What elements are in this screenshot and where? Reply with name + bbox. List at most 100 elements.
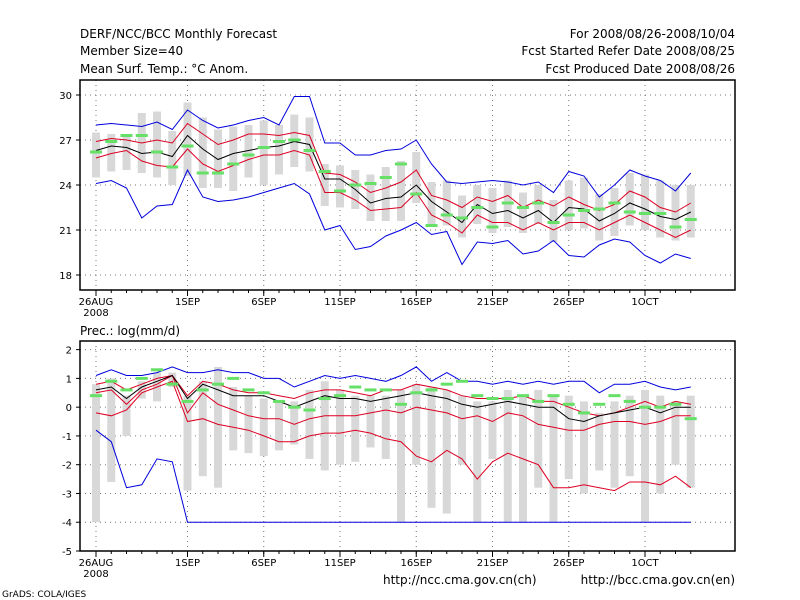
prec-mean-line <box>95 374 691 423</box>
prec-xtick-label: 26AUG <box>79 558 114 569</box>
prec-spread-box <box>92 384 100 523</box>
temp-spread-box <box>686 185 695 238</box>
temp-spread-box <box>625 173 634 226</box>
temp-spread-box <box>320 164 329 206</box>
prec-ytick-label: -3 <box>62 489 72 500</box>
prec-spread-box <box>488 401 497 459</box>
prec-xtick-label: 16SEP <box>401 558 432 569</box>
prec-spread-box <box>351 395 360 462</box>
prec-spread-box <box>610 401 619 488</box>
temp-ytick-label: 30 <box>59 91 72 102</box>
forecast-period: For 2008/08/26-2008/10/04 <box>570 27 735 41</box>
prec-frame <box>79 340 736 552</box>
prec-ytick-label: 1 <box>66 374 72 385</box>
prec-ytick-label: 2 <box>66 346 72 357</box>
grads-credit: GrADS: COLA/IGES <box>2 590 86 600</box>
produced-date: Fcst Produced Date 2008/08/26 <box>545 62 735 76</box>
temp-spread-box <box>183 102 192 176</box>
temp-upper-line <box>95 122 692 213</box>
prec-spread-box <box>275 401 283 451</box>
prec-spread-box <box>534 389 543 488</box>
temp-spread-box <box>168 131 177 185</box>
prec-ytick-label: 0 <box>66 403 72 414</box>
member-size: Member Size=40 <box>80 44 183 58</box>
temp-spread-box <box>580 177 588 229</box>
ncc-url: http://ncc.cma.gov.cn(ch) <box>383 573 537 587</box>
prec-xtick-label: 1OCT <box>631 558 659 569</box>
prec-spread-box <box>503 389 512 523</box>
prec-spread-box <box>381 395 390 459</box>
prec-spread-box <box>168 372 177 388</box>
prec-spread-box <box>549 395 558 523</box>
temp-xtick-label: 11SEP <box>324 297 355 308</box>
temp-spread-box <box>671 185 680 241</box>
prec-spread-box <box>214 366 222 488</box>
temp-spread-box <box>519 192 527 233</box>
prec-max-line <box>95 366 691 394</box>
temp-xtick-label: 1SEP <box>175 297 200 308</box>
prec-ytick-label: -2 <box>62 461 72 472</box>
prec-spread-box <box>320 381 329 471</box>
temp-mean-line <box>95 134 692 224</box>
temp-spread-box <box>107 134 116 172</box>
prec-spread-box <box>305 389 314 459</box>
prec-red-low-line <box>95 380 692 492</box>
temp-spread-box <box>229 126 238 191</box>
prec-spread-box <box>641 389 649 523</box>
prec-spread-box <box>625 395 634 477</box>
figure-title: DERF/NCC/BCC Monthly Forecast <box>80 27 277 41</box>
temp-spread-box <box>153 111 161 178</box>
prec-xtick-label: 1SEP <box>175 558 200 569</box>
prec-spread-box <box>656 395 665 494</box>
temp-lower-line <box>95 148 692 239</box>
temp-spread-box <box>92 132 100 178</box>
prec-spread-box <box>671 401 680 465</box>
prec-spread-box <box>580 401 588 494</box>
temp-spread-box <box>244 125 253 178</box>
prec-lower-line <box>95 374 691 431</box>
refer-date: Fcst Started Refer Date 2008/08/25 <box>521 44 735 58</box>
temp-spread-box <box>488 188 497 233</box>
prec-spread-box <box>122 395 131 436</box>
temp-spread-box <box>336 165 344 208</box>
prec-spread-box <box>107 378 116 482</box>
temp-spread-box <box>366 174 375 221</box>
prec-ytick-label: -4 <box>62 518 72 529</box>
prec-min-line <box>95 429 691 523</box>
prec-upper-line <box>95 374 691 417</box>
temp-ytick-label: 21 <box>59 226 72 237</box>
temp-ytick-label: 27 <box>59 136 72 147</box>
temp-spread-box <box>595 194 604 241</box>
temp-spread-box <box>122 137 131 170</box>
temp-spread-box <box>397 161 405 221</box>
prec-spread-box <box>412 384 421 465</box>
prec-spread-box <box>259 398 268 457</box>
prec-spread-box <box>686 395 695 488</box>
prec-xtick-label: 21SEP <box>477 558 508 569</box>
temp-spread-box <box>610 188 619 236</box>
prec-xtick-label: 11SEP <box>324 558 355 569</box>
prec-spread-box <box>366 395 375 448</box>
prec-ytick-label: -1 <box>62 432 72 443</box>
temp-spread-box <box>564 180 573 230</box>
precip-label: Prec.: log(mm/d) <box>80 324 180 338</box>
temp-xtick-label: 6SEP <box>251 297 276 308</box>
prec-spread-box <box>564 395 573 480</box>
temp-xtick-label: 26AUG <box>79 297 114 308</box>
prec-spread-box <box>458 395 466 465</box>
temp-spread-box <box>381 167 390 221</box>
variable-label: Mean Surf. Temp.: °C Anom. <box>80 62 248 76</box>
prec-spread-box <box>442 389 451 514</box>
prec-spread-box <box>244 395 253 454</box>
temp-ytick-label: 24 <box>59 181 72 192</box>
temp-xtick-label: 21SEP <box>477 297 508 308</box>
prec-spread-box <box>183 395 192 491</box>
temp-spread-box <box>198 117 207 188</box>
temp-spread-box <box>427 182 436 224</box>
prec-xtick-label: 26SEP <box>553 558 584 569</box>
prec-spread-box <box>397 389 405 523</box>
temp-spread-box <box>412 152 421 203</box>
